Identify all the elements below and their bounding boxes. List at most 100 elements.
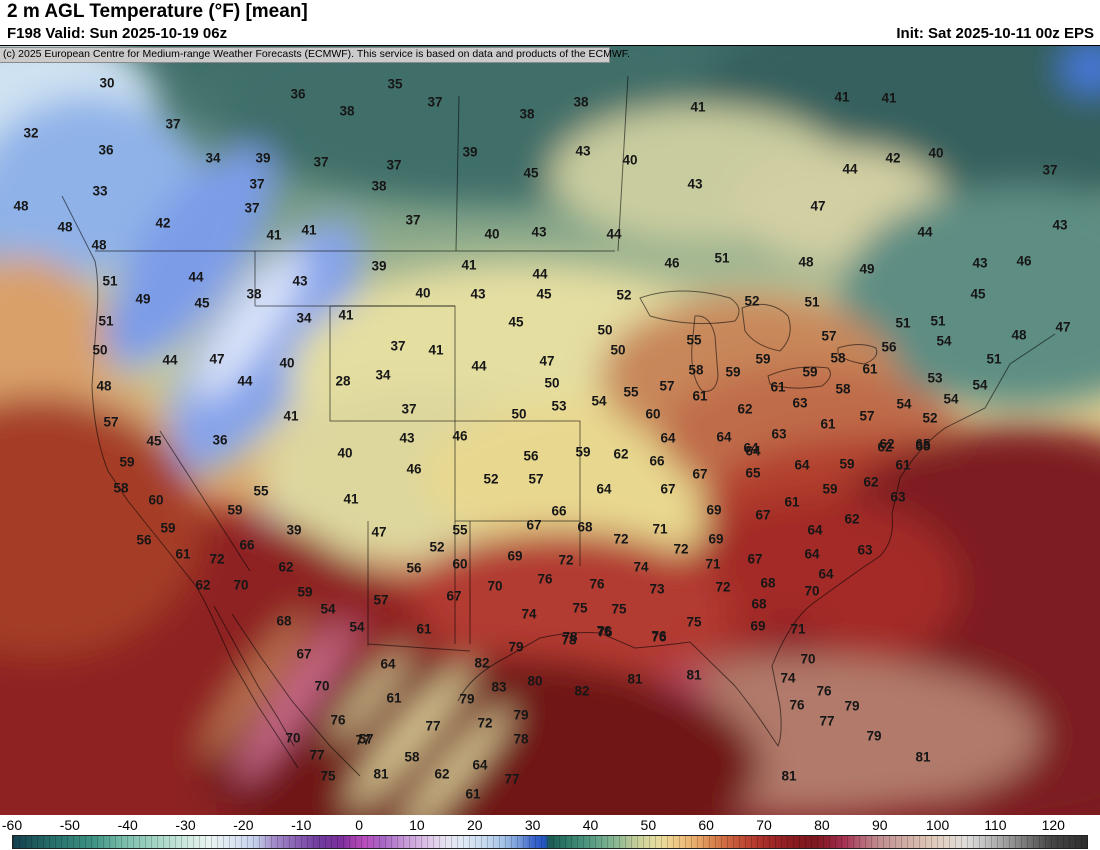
temp-label: 45 (970, 286, 986, 302)
temp-label: 41 (428, 342, 444, 358)
colorbar: -60 -50 -40 -30 -20 -10 0 10 20 30 40 50 60 70 80 90 100… (0, 815, 1100, 850)
temp-label: 45 (146, 433, 162, 449)
temp-label: 48 (91, 237, 107, 253)
temp-label: 66 (239, 537, 255, 553)
colorbar-tick: -40 (117, 817, 138, 833)
temp-label: 61 (770, 379, 786, 395)
temp-label: 73 (649, 581, 665, 597)
temperature-map: (c) 2025 European Centre for Medium-rang… (0, 45, 1100, 816)
temp-label: 50 (511, 406, 527, 422)
temp-label: 41 (461, 257, 477, 273)
temp-label: 51 (986, 351, 1002, 367)
temp-label: 51 (98, 313, 114, 329)
temp-label: 39 (255, 150, 271, 166)
temp-label: 81 (915, 749, 931, 765)
temp-label: 37 (1042, 162, 1058, 178)
temp-label: 42 (885, 150, 901, 166)
temp-label: 37 (390, 338, 406, 354)
temp-label: 69 (507, 548, 523, 564)
temp-label: 48 (13, 198, 29, 214)
temp-label: 60 (148, 492, 164, 508)
temp-label: 41 (343, 491, 359, 507)
temp-label: 41 (338, 307, 354, 323)
temp-label: 42 (155, 215, 171, 231)
temp-label: 44 (188, 269, 204, 285)
temp-label: 38 (371, 178, 387, 194)
colorbar-tick: 110 (984, 817, 1007, 833)
temp-label: 52 (483, 471, 499, 487)
temp-label: 72 (209, 551, 225, 567)
temp-label: 51 (714, 250, 730, 266)
temp-label: 43 (292, 273, 308, 289)
temp-label: 46 (1016, 253, 1032, 269)
temp-label: 40 (415, 285, 431, 301)
temp-label: 62 (879, 436, 895, 452)
temp-label: 64 (472, 757, 488, 773)
temp-label: 72 (477, 715, 493, 731)
temp-label: 70 (487, 578, 503, 594)
temp-label: 76 (816, 683, 832, 699)
temp-label: 54 (591, 393, 607, 409)
temp-label: 49 (859, 261, 875, 277)
temp-label: 61 (175, 546, 191, 562)
temp-label: 43 (1052, 217, 1068, 233)
temp-label: 59 (725, 364, 741, 380)
temp-label: 53 (927, 370, 943, 386)
temp-label: 72 (715, 579, 731, 595)
temp-label: 41 (690, 99, 706, 115)
temp-label: 37 (401, 401, 417, 417)
temp-label: 78 (562, 629, 578, 645)
temp-label: 55 (686, 332, 702, 348)
temp-label: 76 (537, 571, 553, 587)
temp-label: 82 (474, 655, 490, 671)
temp-label: 80 (527, 673, 543, 689)
ecmwf-copyright: (c) 2025 European Centre for Medium-rang… (0, 47, 630, 63)
temp-label: 54 (936, 333, 952, 349)
temp-label: 81 (686, 667, 702, 683)
colorbar-tick: 30 (524, 817, 541, 833)
temp-label: 47 (371, 524, 387, 540)
temp-label: 77 (355, 732, 371, 748)
temp-label: 50 (92, 342, 108, 358)
page-title: 2 m AGL Temperature (°F) [mean] (7, 1, 308, 22)
geo-borders (61, 75, 1056, 777)
temp-label: 57 (103, 414, 119, 430)
temp-label: 44 (917, 224, 933, 240)
temp-label: 40 (279, 355, 295, 371)
temp-label: 34 (205, 150, 221, 166)
temp-label: 43 (399, 430, 415, 446)
colorbar-tick: -50 (59, 817, 80, 833)
temp-label: 45 (523, 165, 539, 181)
temp-label: 59 (227, 502, 243, 518)
temp-label: 38 (339, 103, 355, 119)
temp-label: 59 (839, 456, 855, 472)
temp-label: 60 (645, 406, 661, 422)
temp-label: 45 (536, 286, 552, 302)
temp-label: 77 (309, 747, 325, 763)
temp-label: 40 (928, 145, 944, 161)
temp-label: 50 (610, 342, 626, 358)
colorbar-gradient (12, 835, 1088, 849)
temp-label: 51 (895, 315, 911, 331)
temp-label: 62 (737, 401, 753, 417)
temp-label: 70 (800, 651, 816, 667)
temp-label: 79 (513, 707, 529, 723)
temp-label: 37 (244, 200, 260, 216)
temp-label: 43 (972, 255, 988, 271)
temp-label: 76 (789, 697, 805, 713)
temp-label: 44 (237, 373, 253, 389)
temp-label: 47 (810, 198, 826, 214)
temp-label: 65 (915, 436, 931, 452)
temp-label: 71 (790, 621, 806, 637)
temp-label: 82 (574, 683, 590, 699)
temp-label: 48 (1011, 327, 1027, 343)
temp-label: 37 (386, 157, 402, 173)
temp-label: 72 (613, 531, 629, 547)
temp-label: 36 (290, 86, 306, 102)
temp-label: 63 (890, 489, 906, 505)
colorbar-tick: 0 (355, 817, 363, 833)
temp-label: 57 (859, 408, 875, 424)
temp-label: 57 (821, 328, 837, 344)
temp-label: 47 (539, 353, 555, 369)
temp-label: 55 (452, 522, 468, 538)
